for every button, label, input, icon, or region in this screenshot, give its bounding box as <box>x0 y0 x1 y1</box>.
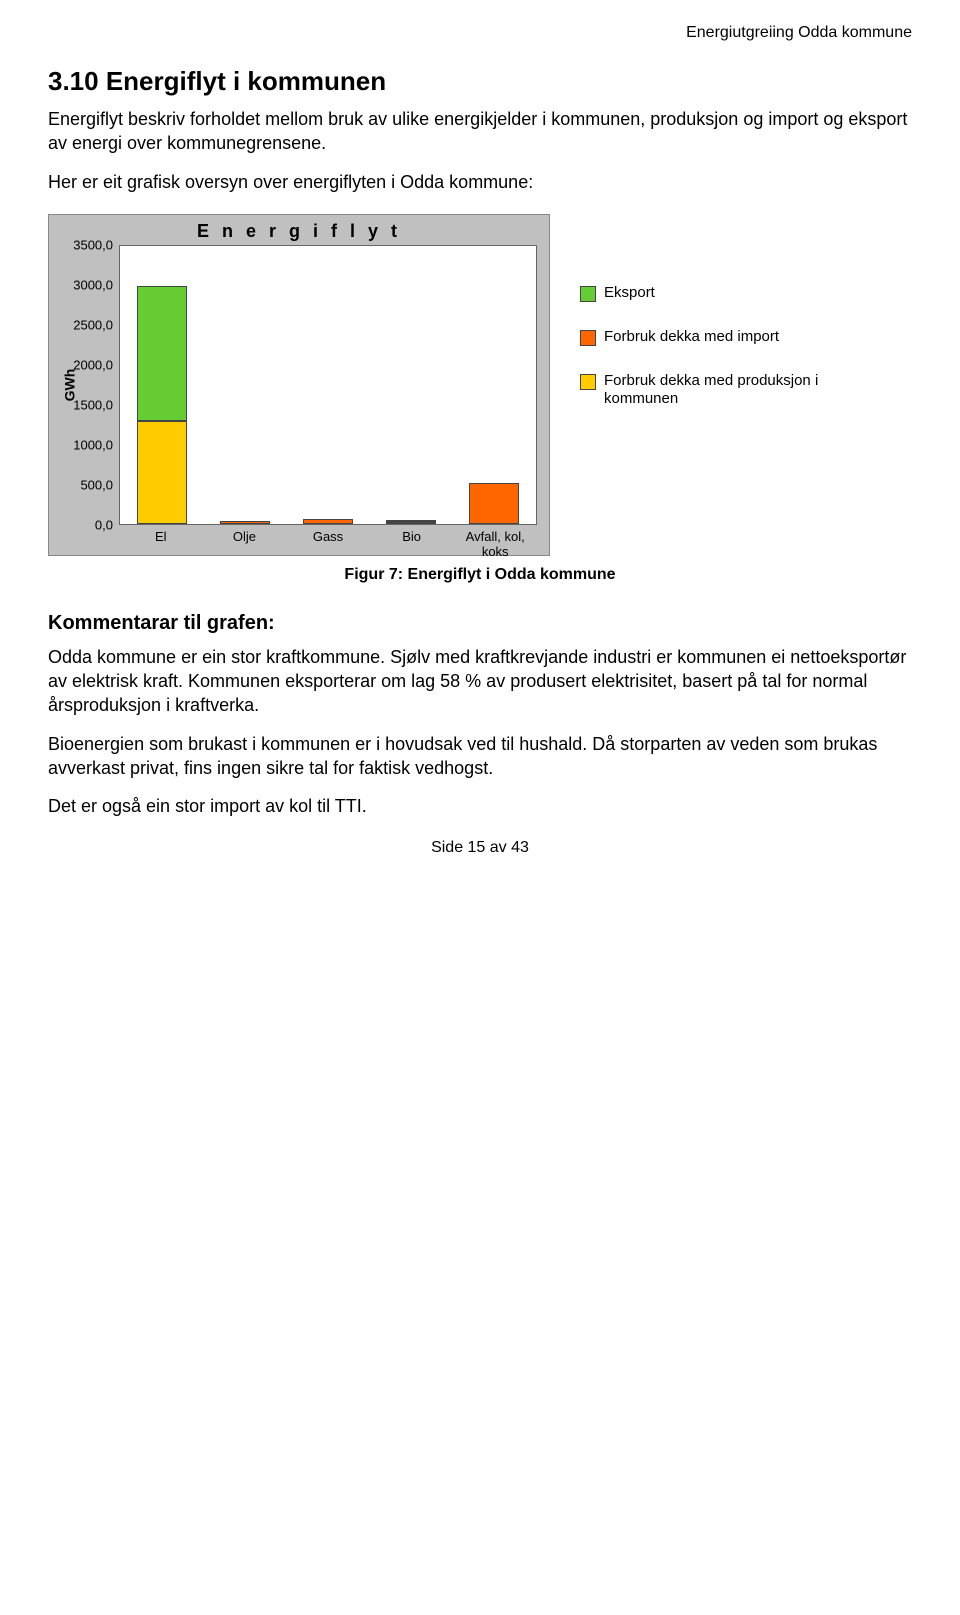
legend-item: Eksport <box>580 284 824 302</box>
chart-plot-area <box>119 245 537 525</box>
chart-ytick: 3500,0 <box>73 237 113 252</box>
chart-bar <box>386 246 436 524</box>
figure-caption: Figur 7: Energiflyt i Odda kommune <box>48 566 912 584</box>
legend-label: Forbruk dekka med produksjon i kommunen <box>604 372 824 408</box>
chart-xticks: ElOljeGassBioAvfall, kol,koks <box>119 529 537 551</box>
page-header-right: Energiutgreiing Odda kommune <box>48 24 912 42</box>
chart-ytick: 2000,0 <box>73 357 113 372</box>
chart-bar <box>303 246 353 524</box>
chart-ytick: 500,0 <box>80 477 113 492</box>
chart-title: E n e r g i f l y t <box>49 221 549 242</box>
chart-ytick: 3000,0 <box>73 277 113 292</box>
chart-panel: E n e r g i f l y t GWh 0,0500,01000,015… <box>48 214 550 556</box>
paragraph-1: Energiflyt beskriv forholdet mellom bruk… <box>48 107 912 156</box>
chart-bar-segment <box>137 286 187 421</box>
chart-bar-segment <box>469 483 519 524</box>
chart-bar-segment <box>303 519 353 524</box>
chart-bar <box>137 246 187 524</box>
subheading: Kommentarar til grafen: <box>48 612 912 635</box>
energiflyt-chart: E n e r g i f l y t GWh 0,0500,01000,015… <box>48 214 912 556</box>
legend-label: Forbruk dekka med import <box>604 328 779 346</box>
legend-item: Forbruk dekka med import <box>580 328 824 346</box>
chart-bars <box>120 246 536 524</box>
legend-label: Eksport <box>604 284 655 302</box>
chart-ytick: 2500,0 <box>73 317 113 332</box>
paragraph-2: Her er eit grafisk oversyn over energifl… <box>48 170 912 194</box>
chart-bar-segment <box>220 521 270 524</box>
chart-ytick: 1000,0 <box>73 437 113 452</box>
chart-xtick: Avfall, kol,koks <box>466 529 525 559</box>
legend-swatch <box>580 374 596 390</box>
chart-bar <box>469 246 519 524</box>
chart-yticks: 0,0500,01000,01500,02000,02500,03000,035… <box>49 245 117 525</box>
legend-swatch <box>580 330 596 346</box>
paragraph-4: Bioenergien som brukast i kommunen er i … <box>48 732 912 781</box>
paragraph-3: Odda kommune er ein stor kraftkommune. S… <box>48 645 912 718</box>
chart-bar-segment <box>137 421 187 524</box>
chart-xtick: Olje <box>233 529 256 544</box>
legend-item: Forbruk dekka med produksjon i kommunen <box>580 372 824 408</box>
chart-xtick: Gass <box>313 529 343 544</box>
page-footer: Side 15 av 43 <box>0 839 960 857</box>
chart-ytick: 1500,0 <box>73 397 113 412</box>
chart-ytick: 0,0 <box>95 517 113 532</box>
chart-xtick: Bio <box>402 529 421 544</box>
legend-swatch <box>580 286 596 302</box>
paragraph-5: Det er også ein stor import av kol til T… <box>48 794 912 818</box>
section-heading: 3.10 Energiflyt i kommunen <box>48 66 912 97</box>
chart-bar <box>220 246 270 524</box>
chart-xtick: El <box>155 529 167 544</box>
chart-bar-segment <box>386 522 436 524</box>
chart-legend: Eksport Forbruk dekka med import Forbruk d… <box>580 284 824 434</box>
